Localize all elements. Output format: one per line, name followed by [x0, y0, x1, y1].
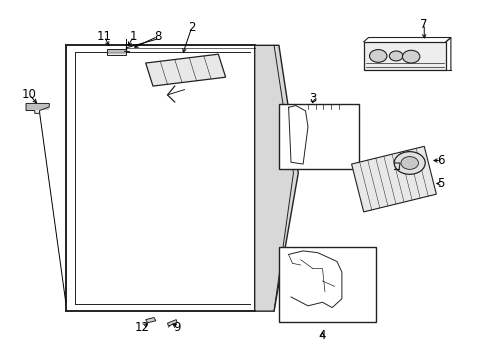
- Text: 6: 6: [438, 154, 445, 167]
- Text: 5: 5: [438, 177, 445, 190]
- Polygon shape: [168, 320, 177, 326]
- Text: 4: 4: [319, 329, 326, 342]
- Polygon shape: [66, 45, 255, 311]
- Text: 3: 3: [309, 92, 317, 105]
- Text: 1: 1: [130, 30, 137, 43]
- Circle shape: [369, 50, 387, 62]
- Text: 2: 2: [188, 21, 196, 34]
- Text: 8: 8: [154, 30, 162, 43]
- Bar: [364, 42, 446, 70]
- Bar: [107, 49, 126, 55]
- Polygon shape: [255, 45, 298, 311]
- Text: 7: 7: [420, 18, 428, 31]
- Bar: [279, 104, 359, 169]
- Polygon shape: [146, 318, 156, 323]
- Circle shape: [402, 50, 420, 63]
- Text: 9: 9: [173, 321, 181, 334]
- Polygon shape: [352, 146, 437, 212]
- Text: 10: 10: [22, 89, 37, 102]
- Circle shape: [390, 51, 403, 61]
- Text: 12: 12: [135, 321, 150, 334]
- Polygon shape: [26, 103, 49, 113]
- Bar: [279, 247, 376, 322]
- Circle shape: [394, 152, 425, 174]
- Polygon shape: [146, 54, 225, 86]
- Circle shape: [401, 157, 418, 169]
- Text: 11: 11: [97, 30, 112, 43]
